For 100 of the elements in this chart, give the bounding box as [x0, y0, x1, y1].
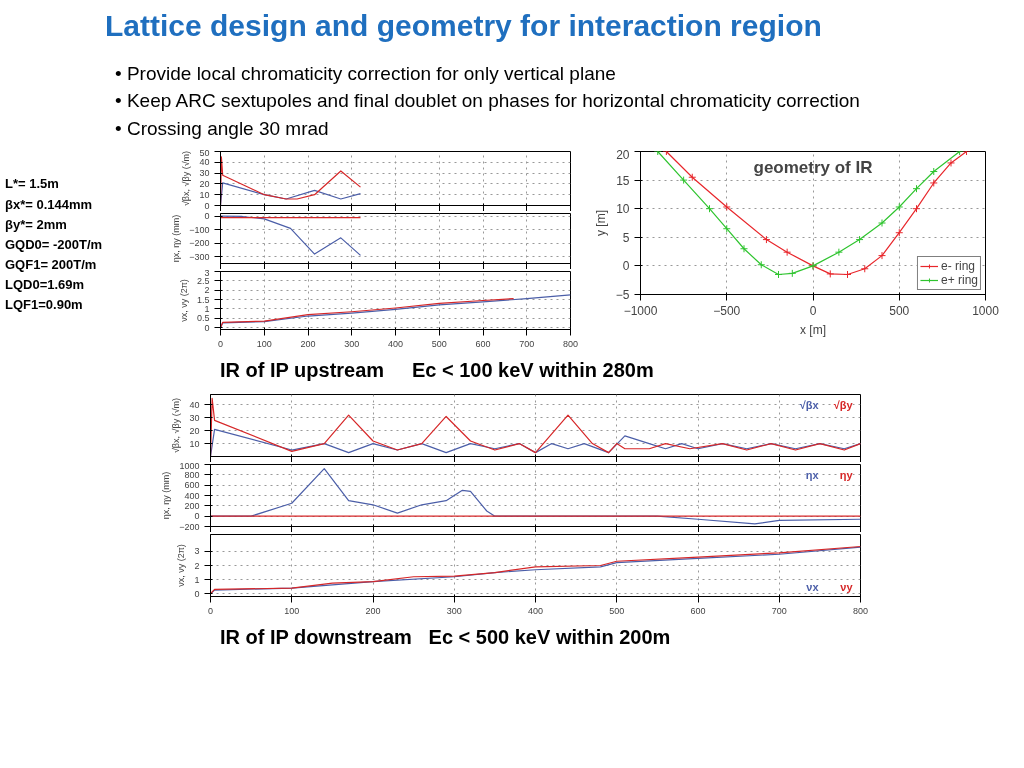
- text: βy*= 2mm: [5, 216, 67, 232]
- x-tick-label: 0: [218, 338, 224, 349]
- legend-label: e+ ring: [940, 273, 978, 288]
- point: [878, 252, 886, 261]
- y-tick-label: 0: [204, 323, 210, 334]
- point: [740, 245, 748, 254]
- y-axis-title: √βx, √βy (√m): [181, 151, 192, 207]
- x-tick-label: 100: [256, 338, 272, 349]
- y-tick-label: 1: [194, 574, 200, 585]
- point: [679, 176, 688, 185]
- x-tick-label: 1000: [972, 303, 1000, 318]
- point: [947, 159, 955, 168]
- x-tick-label: 400: [387, 338, 404, 349]
- x-tick-label: 600: [475, 338, 491, 349]
- y-axis-title: νx, νy (2π): [176, 544, 187, 587]
- x-tick-label: 200: [365, 605, 381, 616]
- point: [895, 203, 904, 212]
- y-tick-label: 0: [204, 211, 210, 222]
- y-tick-label: 0: [622, 259, 630, 274]
- y-tick-label: 10: [189, 438, 200, 449]
- text: √βy: [833, 398, 854, 411]
- y-tick-label: 2: [194, 560, 200, 571]
- y-tick-label: 2: [204, 285, 210, 296]
- y-tick-label: 20: [199, 179, 210, 190]
- point: [722, 203, 731, 212]
- x-tick-label: 800: [852, 605, 869, 616]
- text: IR of IP downstream Ec < 500 keV within 200m: [220, 626, 671, 649]
- point: [762, 236, 771, 245]
- text: ηy: [839, 468, 854, 481]
- y-tick-label: 200: [184, 500, 200, 511]
- line-series: [220, 216, 362, 257]
- y-axis-title: √βx, √βy (√m): [171, 397, 182, 454]
- y-tick-label: 5: [622, 231, 630, 246]
- y-tick-label: 800: [184, 469, 200, 480]
- text: L*= 1.5m: [5, 176, 59, 192]
- y-tick-label: 1000: [179, 460, 200, 471]
- x-tick-label: 800: [562, 338, 579, 349]
- y-tick-label: −100: [189, 225, 210, 236]
- y-tick-label: 1: [204, 304, 210, 315]
- y-tick-label: 15: [616, 174, 630, 189]
- text: βx*= 0.144mm: [5, 196, 93, 212]
- x-tick-label: 300: [446, 605, 462, 616]
- text: GQD0= -200T/m: [5, 236, 103, 252]
- y-tick-label: 10: [199, 190, 210, 201]
- y-tick-label: −200: [179, 521, 200, 532]
- point: [722, 225, 731, 234]
- y-tick-label: 0.5: [196, 313, 210, 324]
- text: ηx: [805, 468, 820, 481]
- x-tick-label: 0: [809, 303, 817, 318]
- y-tick-label: 20: [616, 147, 630, 162]
- x-tick-label: 500: [431, 338, 447, 349]
- y-tick-label: 600: [184, 480, 200, 491]
- text: LQF1=0.90m: [5, 297, 83, 313]
- point: [929, 168, 938, 176]
- x-tick-label: 200: [300, 338, 316, 349]
- y-tick-label: 0: [194, 588, 200, 599]
- y-tick-label: 10: [616, 202, 630, 217]
- y-tick-label: 30: [199, 168, 210, 179]
- legend-label: e- ring: [940, 259, 975, 274]
- line-series: [220, 298, 515, 329]
- point: [788, 269, 797, 278]
- y-tick-label: 50: [199, 147, 210, 158]
- y-tick-label: 1.5: [196, 295, 210, 306]
- point: [757, 261, 766, 270]
- y-axis-title: y [m]: [593, 210, 608, 237]
- y-tick-label: 400: [184, 490, 200, 501]
- y-axis-title: ηx, ηy (mm): [171, 215, 182, 263]
- y-tick-label: 3: [194, 546, 200, 557]
- y-tick-label: 20: [189, 425, 200, 436]
- chart-title: geometry of IR: [753, 157, 873, 177]
- x-tick-label: −1000: [623, 303, 658, 318]
- text: IR of IP upstream Ec < 100 keV within 280m: [220, 359, 654, 382]
- y-tick-label: 30: [189, 412, 200, 423]
- y-tick-label: 0: [204, 200, 210, 211]
- point: [688, 173, 697, 182]
- text: • Keep ARC sextupoles and final doublet on phases for horizontal chromaticity correction: [115, 90, 860, 112]
- y-tick-label: −200: [189, 238, 210, 249]
- text: LQD0=1.69m: [5, 277, 85, 293]
- point: [912, 205, 921, 214]
- x-tick-label: 400: [527, 605, 544, 616]
- x-tick-label: 300: [344, 338, 360, 349]
- x-tick-label: 700: [519, 338, 535, 349]
- text: νy: [840, 580, 854, 593]
- y-tick-label: 40: [199, 157, 210, 168]
- text: • Crossing angle 30 mrad: [115, 117, 329, 139]
- chart-title: Lattice design and geometry for interaction region: [105, 8, 822, 44]
- y-axis-title: ηx, ηy (mm): [161, 471, 172, 520]
- point: [878, 219, 886, 228]
- x-axis-title: x [m]: [800, 322, 826, 337]
- text: √βx: [799, 398, 820, 411]
- point: [912, 185, 921, 194]
- x-tick-label: −500: [713, 303, 741, 318]
- y-tick-label: −5: [615, 288, 630, 303]
- y-axis-title: νx, νy (2π): [178, 279, 189, 323]
- text: GQF1= 200T/m: [5, 257, 97, 273]
- point: [826, 270, 835, 279]
- point: [783, 248, 792, 257]
- x-tick-label: 500: [889, 303, 910, 318]
- point: [895, 229, 904, 238]
- text: νx: [806, 580, 820, 593]
